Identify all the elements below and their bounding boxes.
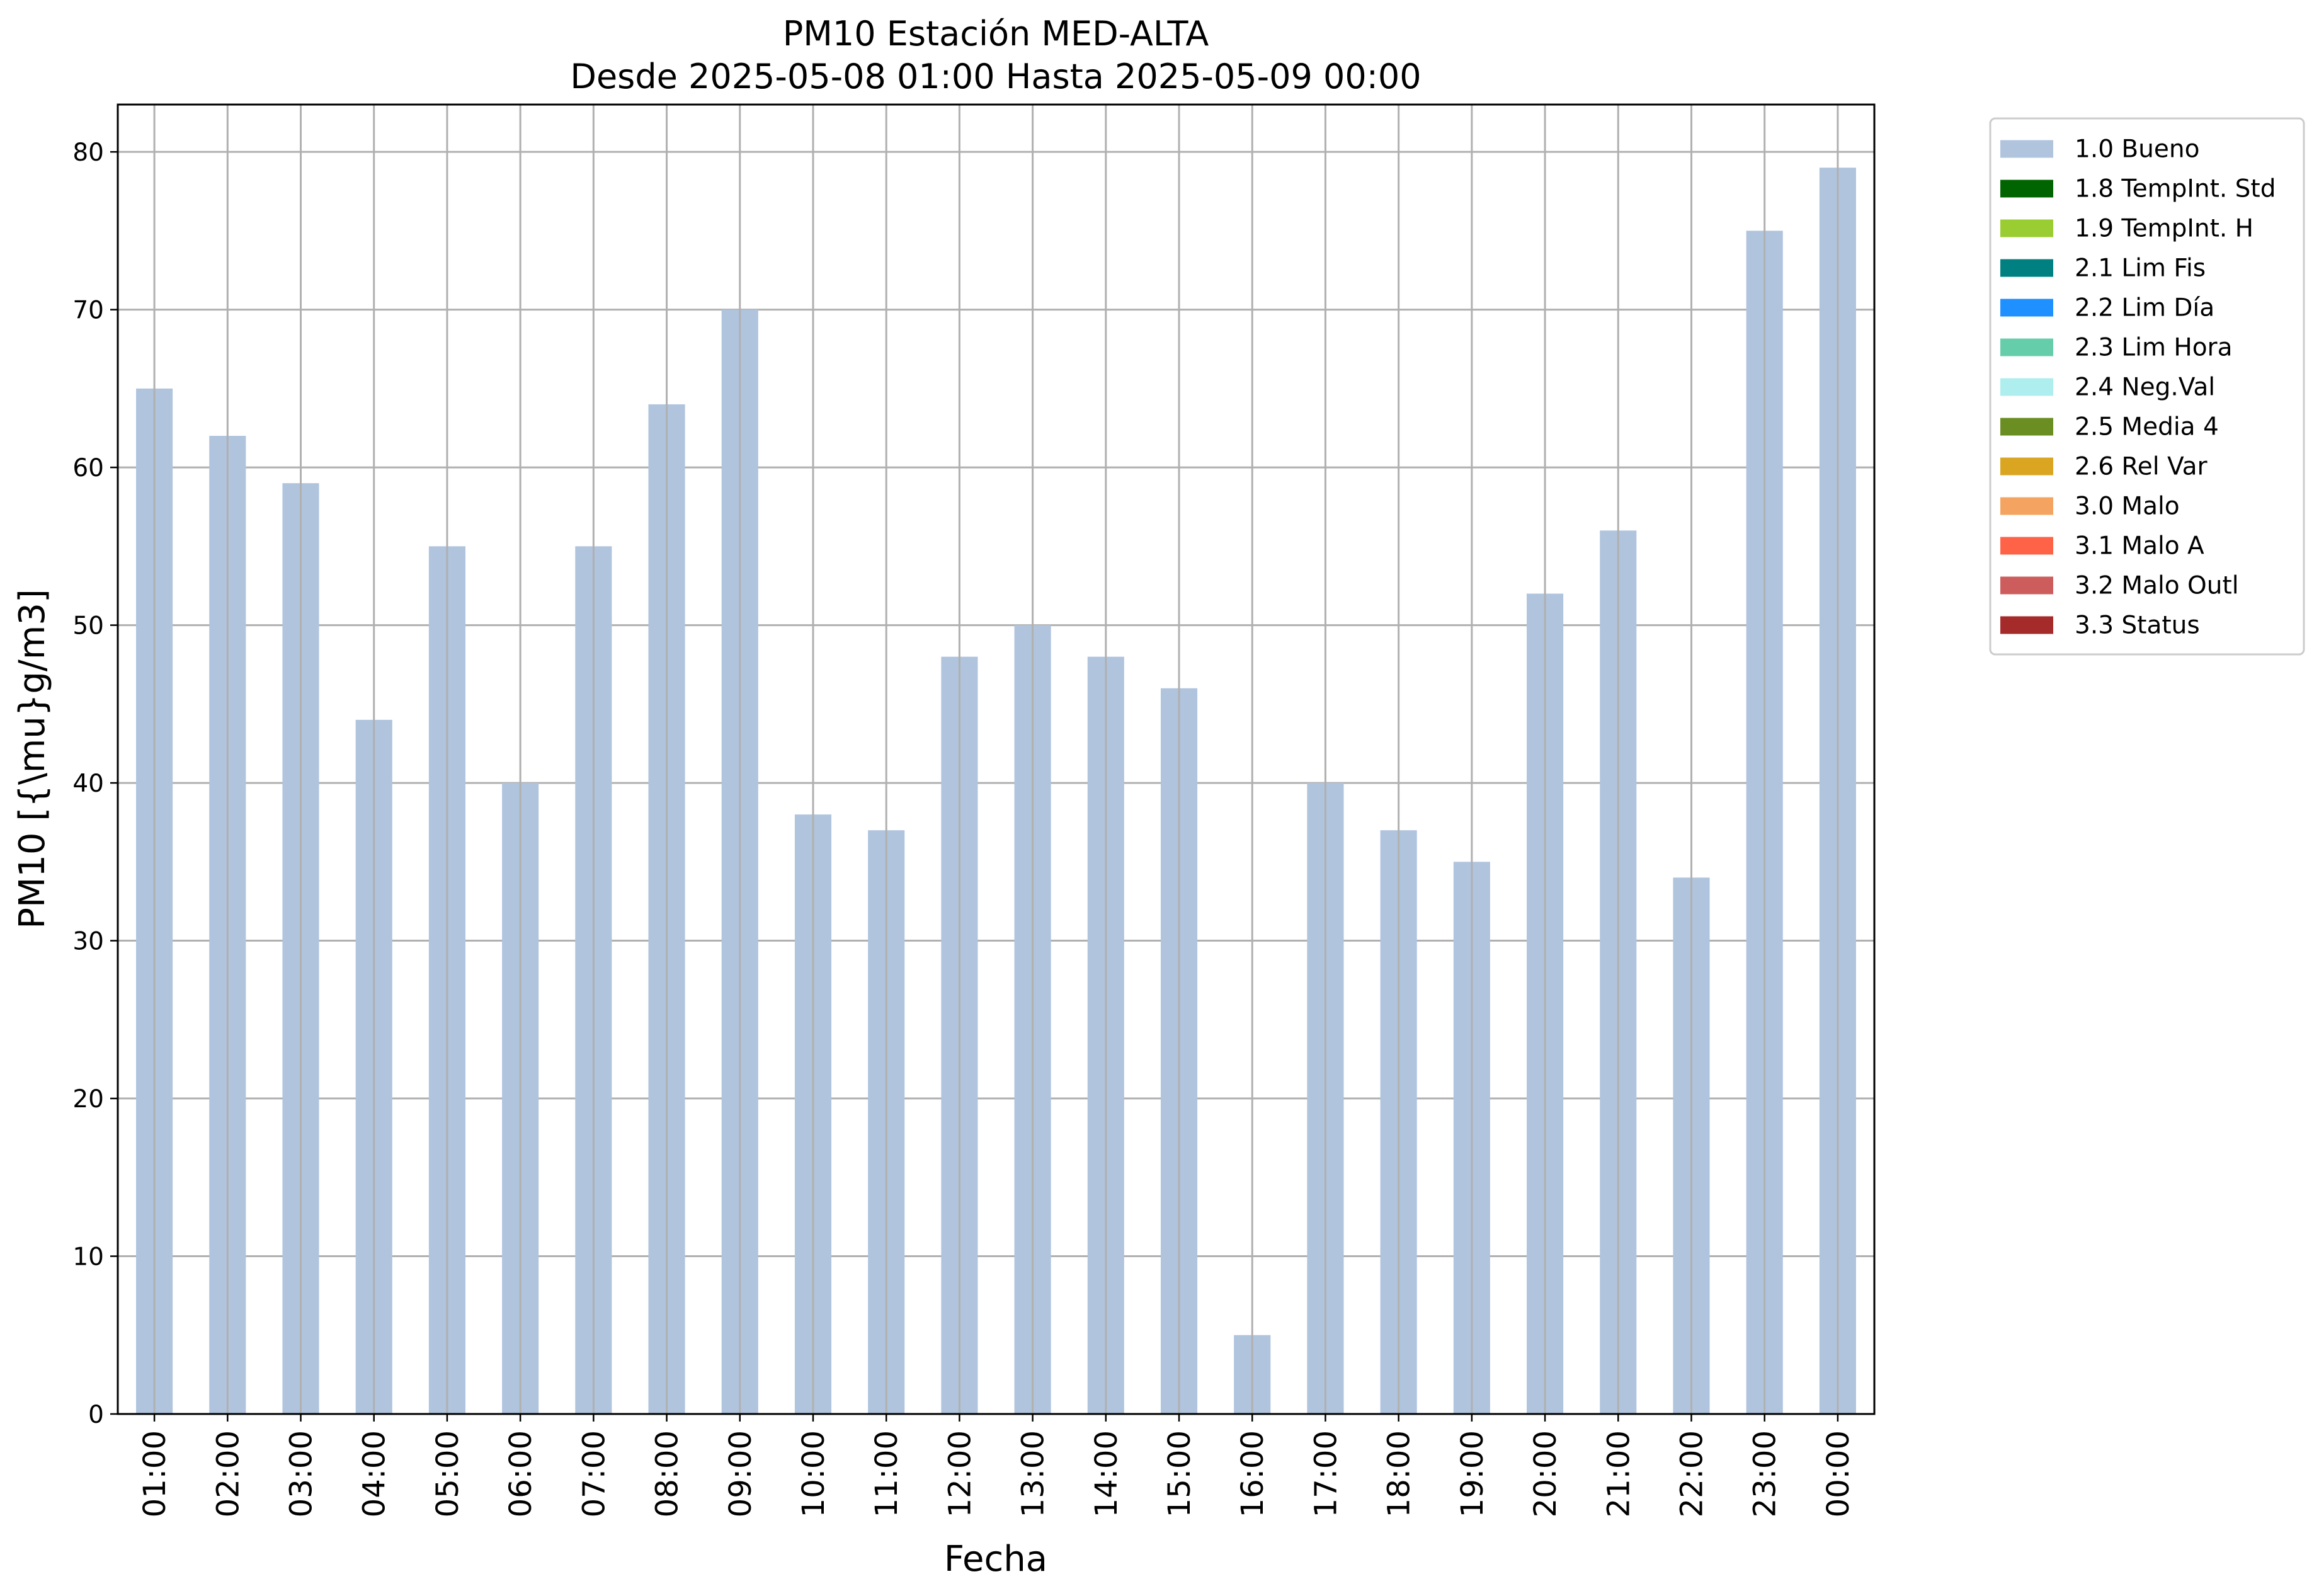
- chart-subtitle: Desde 2025-05-08 01:00 Hasta 2025-05-09 …: [570, 57, 1421, 96]
- legend-label: 3.0 Malo: [2075, 493, 2180, 521]
- x-tick-label: 10:00: [796, 1430, 831, 1517]
- x-tick-label: 02:00: [210, 1430, 246, 1517]
- legend-swatch: [2000, 219, 2053, 237]
- x-tick-label: 18:00: [1382, 1430, 1417, 1517]
- legend-label: 1.9 TempInt. H: [2075, 215, 2253, 243]
- legend-swatch: [2000, 616, 2053, 634]
- legend-label: 2.3 Lim Hora: [2075, 334, 2233, 362]
- y-tick-label: 10: [72, 1243, 104, 1272]
- x-tick-label: 20:00: [1528, 1430, 1563, 1517]
- x-tick-label: 05:00: [430, 1430, 465, 1517]
- y-axis-title: PM10 [{\mu}g/m3]: [12, 589, 53, 929]
- x-tick-label: 01:00: [137, 1430, 173, 1517]
- x-tick-label: 04:00: [357, 1430, 392, 1517]
- legend-label: 3.1 Malo A: [2075, 532, 2204, 561]
- y-tick-label: 80: [72, 139, 104, 167]
- x-tick-label: 14:00: [1089, 1430, 1124, 1517]
- y-tick-label: 0: [88, 1401, 104, 1429]
- legend-label: 2.6 Rel Var: [2075, 453, 2208, 481]
- plot-frame: [117, 103, 1876, 1415]
- x-tick-label: 16:00: [1235, 1430, 1270, 1517]
- x-tick-label: 23:00: [1748, 1430, 1783, 1517]
- x-tick-label: 15:00: [1162, 1430, 1197, 1517]
- x-tick-label: 22:00: [1674, 1430, 1709, 1517]
- y-tick-label: 20: [72, 1085, 104, 1114]
- legend-swatch: [2000, 338, 2053, 356]
- x-axis-title: Fecha: [944, 1539, 1047, 1580]
- legend-label: 2.1 Lim Fis: [2075, 254, 2206, 283]
- legend-swatch: [2000, 378, 2053, 396]
- legend: 1.0 Bueno 1.8 TempInt. Std 1.9 TempInt. H 2…: [1989, 117, 2305, 656]
- x-tick-label: 08:00: [650, 1430, 685, 1517]
- legend-swatch: [2000, 576, 2053, 595]
- y-tick-label: 60: [72, 454, 104, 482]
- legend-swatch: [2000, 140, 2053, 158]
- legend-label: 2.5 Media 4: [2075, 413, 2219, 442]
- legend-frame: [1989, 117, 2305, 656]
- x-tick-label: 03:00: [284, 1430, 319, 1517]
- legend-swatch: [2000, 418, 2053, 436]
- legend-label: 3.3 Status: [2075, 612, 2200, 640]
- legend-swatch: [2000, 497, 2053, 515]
- x-tick-label: 07:00: [576, 1430, 612, 1517]
- y-tick-label: 70: [72, 297, 104, 325]
- x-tick-label: 11:00: [869, 1430, 904, 1517]
- legend-label: 1.0 Bueno: [2075, 135, 2199, 164]
- legend-swatch: [2000, 180, 2053, 198]
- legend-label: 1.8 TempInt. Std: [2075, 175, 2276, 203]
- legend-swatch: [2000, 457, 2053, 476]
- x-tick-label: 12:00: [942, 1430, 977, 1517]
- legend-swatch: [2000, 259, 2053, 277]
- legend-label: 2.4 Neg.Val: [2075, 373, 2215, 402]
- chart-title: PM10 Estación MED-ALTA: [783, 14, 1209, 54]
- x-tick-label: 06:00: [503, 1430, 538, 1517]
- y-tick-label: 30: [72, 928, 104, 956]
- x-tick-label: 17:00: [1308, 1430, 1343, 1517]
- x-tick-label: 00:00: [1821, 1430, 1856, 1517]
- x-tick-label: 21:00: [1601, 1430, 1636, 1517]
- legend-swatch: [2000, 299, 2053, 317]
- legend-label: 3.2 Malo Outl: [2075, 572, 2239, 600]
- y-tick-label: 50: [72, 612, 104, 641]
- x-tick-label: 19:00: [1455, 1430, 1490, 1517]
- x-tick-label: 09:00: [723, 1430, 758, 1517]
- y-tick-label: 40: [72, 770, 104, 798]
- x-tick-label: 13:00: [1016, 1430, 1051, 1517]
- legend-swatch: [2000, 537, 2053, 555]
- legend-label: 2.2 Lim Día: [2075, 294, 2214, 322]
